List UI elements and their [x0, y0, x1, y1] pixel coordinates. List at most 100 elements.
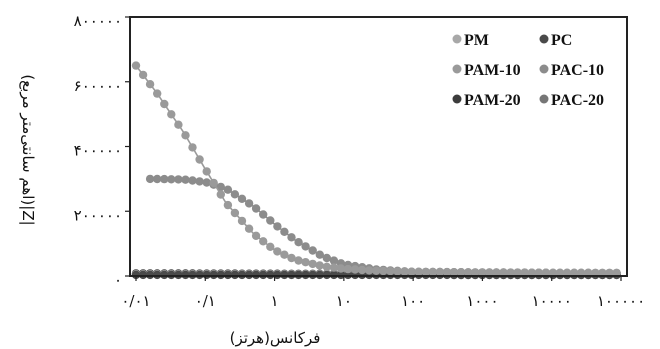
data-point — [555, 268, 565, 277]
data-point — [287, 233, 296, 242]
data-point — [223, 200, 233, 210]
legend-label: PC — [551, 32, 572, 49]
data-point — [315, 261, 324, 270]
data-point — [499, 268, 508, 277]
data-point — [273, 247, 282, 256]
x-tick-label: ۱۰۰۰ — [466, 292, 498, 310]
legend-label: PAC-20 — [551, 92, 604, 109]
data-point — [223, 185, 233, 194]
data-point — [301, 242, 310, 251]
data-point — [329, 263, 339, 272]
data-point — [322, 262, 331, 271]
data-point — [202, 167, 211, 176]
legend-marker — [539, 34, 549, 44]
data-point — [386, 267, 395, 276]
data-point — [244, 199, 254, 208]
data-point — [350, 265, 360, 274]
data-point — [605, 268, 614, 278]
data-point — [548, 268, 558, 277]
data-point — [251, 204, 261, 213]
legend-marker — [452, 64, 462, 74]
data-point — [181, 175, 190, 184]
data-point — [251, 231, 261, 240]
data-point — [145, 174, 155, 184]
data-point — [562, 268, 572, 277]
legend-marker — [539, 94, 549, 104]
y-tick-label: ۲۰۰۰۰۰ — [74, 206, 122, 224]
data-point — [181, 131, 190, 140]
data-point — [280, 250, 289, 259]
data-point — [294, 256, 303, 265]
data-point — [216, 182, 225, 192]
legend-item-pam-10: PAM-10 — [452, 62, 521, 79]
data-point — [174, 175, 183, 184]
data-point — [407, 267, 416, 276]
data-point — [464, 268, 473, 277]
x-tick-label: ۱۰۰۰۰ — [532, 292, 572, 310]
data-point — [577, 268, 586, 277]
data-point — [188, 143, 197, 152]
legend-marker — [452, 34, 462, 44]
data-point — [216, 190, 225, 199]
data-point — [372, 266, 381, 275]
data-point — [301, 258, 310, 267]
data-point — [449, 268, 459, 277]
plot-area — [131, 61, 621, 280]
x-tick-label: ۱۰ — [336, 292, 352, 310]
y-tick-label: ۰ — [114, 271, 122, 289]
y-axis-title: |Z|(اهم سانتی‌متر مربع) — [19, 74, 37, 225]
legend-item-pc: PC — [539, 32, 572, 49]
x-tick-label: ۱ — [271, 292, 279, 310]
data-point — [167, 110, 176, 119]
data-point — [287, 253, 296, 263]
y-tick-label: ۶۰۰۰۰۰ — [74, 77, 122, 95]
data-point — [357, 265, 367, 275]
y-tick-label: ۸۰۰۰۰۰ — [74, 12, 122, 30]
data-point — [167, 175, 176, 184]
data-point — [534, 268, 543, 277]
data-point — [570, 268, 579, 277]
legend-marker — [452, 94, 462, 104]
data-point — [188, 176, 197, 185]
legend-item-pac-20: PAC-20 — [539, 92, 604, 109]
data-point — [541, 268, 551, 277]
data-point — [478, 268, 487, 277]
legend-label: PAC-10 — [551, 62, 604, 79]
data-point — [160, 174, 169, 184]
x-tick-label: ۰/۱ — [195, 292, 216, 310]
legend-item-pam-20: PAM-20 — [452, 92, 521, 109]
data-point — [414, 267, 423, 276]
data-point — [280, 227, 289, 236]
data-point — [365, 266, 374, 275]
data-point — [336, 264, 346, 273]
data-point — [153, 174, 162, 184]
data-point — [513, 268, 522, 277]
data-point — [273, 222, 282, 231]
data-point — [294, 238, 303, 247]
legend-label: PM — [464, 32, 489, 49]
data-point — [598, 268, 607, 278]
data-point — [393, 267, 402, 276]
data-point — [442, 267, 452, 277]
data-point — [435, 267, 445, 277]
y-tick-label: ۴۰۰۰۰۰ — [74, 142, 122, 160]
data-point — [244, 224, 254, 233]
data-point — [230, 208, 240, 218]
data-point — [145, 80, 155, 89]
data-point — [343, 264, 353, 274]
data-point — [131, 61, 141, 70]
data-point — [315, 250, 324, 259]
data-point — [209, 178, 218, 188]
data-point — [612, 268, 621, 278]
plot-frame — [129, 16, 628, 277]
data-point — [308, 259, 317, 269]
data-point — [174, 120, 183, 129]
data-point — [584, 268, 593, 277]
data-point — [259, 237, 268, 246]
data-point — [456, 268, 466, 277]
x-tick-label: ۱۰۰۰۰۰ — [597, 292, 645, 310]
data-point — [492, 268, 501, 277]
data-point — [428, 267, 437, 277]
series-pam-10 — [131, 61, 621, 278]
